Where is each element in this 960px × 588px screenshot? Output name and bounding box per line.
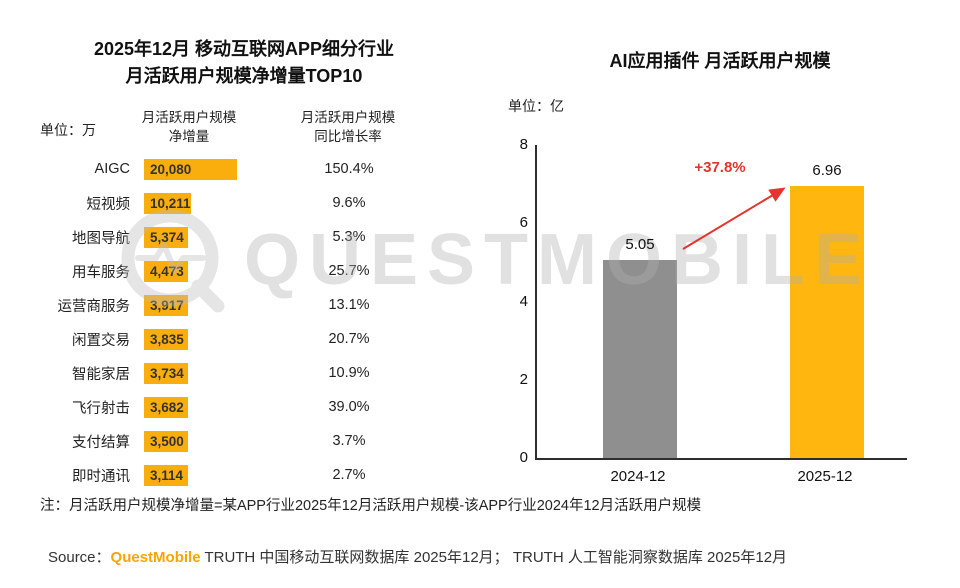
column-header-net-increase-line2: 净增量 [168, 129, 210, 144]
source-line: Source：QuestMobile TRUTH 中国移动互联网数据库 2025… [48, 546, 787, 567]
chart-row: 短视频 10,211 9.6% [24, 186, 424, 220]
category-label: 用车服务 [72, 264, 130, 281]
left-chart-title-line2: 月活跃用户规模净增量TOP10 [125, 66, 363, 86]
bar-area: 3,114 [144, 464, 284, 486]
right-unit-label: 单位：亿 [508, 98, 564, 114]
left-chart-panel: 2025年12月 移动互联网APP细分行业 月活跃用户规模净增量TOP10 单位… [24, 36, 464, 496]
bar-area: 3,835 [144, 328, 284, 350]
bar-value-label: 3,734 [150, 365, 184, 381]
y-axis-tick-label: 6 [519, 214, 528, 231]
category-label: 运营商服务 [57, 298, 131, 315]
x-axis-labels: 2024-12 2025-12 [535, 468, 905, 488]
bar-area: 10,211 [144, 192, 284, 214]
column-bar [790, 186, 864, 458]
chart-row: 即时通讯 3,114 2.7% [24, 458, 424, 492]
right-chart-title: AI应用插件 月活跃用户规模 [609, 51, 831, 71]
bar-value-label: 10,211 [150, 195, 191, 211]
chart-row: 智能家居 3,734 10.9% [24, 356, 424, 390]
y-axis-tick-label: 2 [519, 371, 528, 388]
value-bar: 3,835 [144, 328, 188, 350]
bar-area: 3,500 [144, 430, 284, 452]
footnote: 注：月活跃用户规模净增量=某APP行业2025年12月活跃用户规模-该APP行业… [40, 498, 702, 514]
bar-value-label: 5,374 [150, 229, 184, 245]
bar-value-label: 3,835 [150, 331, 184, 347]
growth-arrow [682, 187, 786, 250]
category-label: 地图导航 [72, 230, 130, 247]
y-axis-tick-label: 8 [519, 136, 528, 153]
value-bar: 20,080 [144, 158, 237, 180]
column-header-net-increase-line1: 月活跃用户规模 [141, 110, 237, 125]
growth-rate-value: 25.7% [328, 263, 370, 279]
y-axis-ticks: 0 2 4 6 8 [496, 136, 528, 466]
bar-chart-rows: AIGC 20,080 150.4% 短视频 10,211 9.6% 地图导航 5,374 5.… [24, 152, 424, 492]
chart-row: 用车服务 4,473 25.7% [24, 254, 424, 288]
bar-area: 3,917 [144, 294, 284, 316]
right-chart-panel: AI应用插件 月活跃用户规模 单位：亿 0 2 4 6 8 +37.8% 5.05 6.9… [490, 40, 950, 510]
growth-rate-value: 9.6% [332, 195, 366, 211]
growth-rate-annotation: +37.8% [694, 159, 746, 176]
column-value-label: 5.05 [625, 236, 655, 253]
growth-rate-value: 2.7% [332, 467, 366, 483]
y-axis-tick-label: 4 [519, 293, 528, 310]
bar-area: 20,080 [144, 158, 284, 180]
bar-value-label: 20,080 [150, 161, 192, 177]
growth-rate-value: 10.9% [328, 365, 370, 381]
category-label: 支付结算 [72, 434, 130, 451]
value-bar: 3,917 [144, 294, 188, 316]
category-label: 智能家居 [72, 366, 130, 383]
column-value-label: 6.96 [812, 162, 842, 179]
source-rest: TRUTH 中国移动互联网数据库 2025年12月； TRUTH 人工智能洞察数… [200, 549, 788, 566]
category-label: AIGC [94, 161, 130, 177]
value-bar: 3,734 [144, 362, 188, 384]
value-bar: 3,682 [144, 396, 188, 418]
category-label: 飞行射击 [72, 400, 130, 417]
value-bar: 3,114 [144, 464, 188, 486]
column-header-net-increase: 月活跃用户规模 净增量 [119, 108, 259, 146]
bar-area: 4,473 [144, 260, 284, 282]
left-unit-label: 单位：万 [40, 122, 96, 138]
growth-rate-value: 20.7% [328, 331, 370, 347]
left-chart-title: 2025年12月 移动互联网APP细分行业 月活跃用户规模净增量TOP10 [24, 36, 464, 90]
y-axis-tick-label: 0 [519, 449, 528, 466]
category-label: 闲置交易 [72, 332, 130, 349]
bar-value-label: 3,500 [150, 433, 184, 449]
bar-value-label: 4,473 [150, 263, 184, 279]
source-prefix: Source： [48, 549, 111, 566]
growth-rate-value: 13.1% [328, 297, 370, 313]
source-brand: QuestMobile [110, 549, 201, 566]
chart-row: 闲置交易 3,835 20.7% [24, 322, 424, 356]
chart-row: 飞行射击 3,682 39.0% [24, 390, 424, 424]
growth-rate-value: 3.7% [332, 433, 366, 449]
bar-area: 3,734 [144, 362, 284, 384]
category-label: 短视频 [86, 196, 131, 213]
value-bar: 5,374 [144, 226, 188, 248]
column-header-growth-rate-line1: 月活跃用户规模 [300, 110, 396, 125]
chart-row: 运营商服务 3,917 13.1% [24, 288, 424, 322]
chart-row: 地图导航 5,374 5.3% [24, 220, 424, 254]
bar-value-label: 3,682 [150, 399, 184, 415]
left-chart-title-line1: 2025年12月 移动互联网APP细分行业 [93, 39, 395, 59]
chart-row: 支付结算 3,500 3.7% [24, 424, 424, 458]
column-header-growth-rate: 月活跃用户规模 同比增长率 [280, 108, 416, 146]
value-bar: 4,473 [144, 260, 188, 282]
bar-area: 3,682 [144, 396, 284, 418]
value-bar: 10,211 [144, 192, 191, 214]
column-bar [603, 260, 677, 458]
growth-rate-value: 150.4% [324, 161, 374, 177]
growth-rate-value: 5.3% [332, 229, 366, 245]
x-axis-label: 2025-12 [797, 468, 853, 485]
bar-area: 5,374 [144, 226, 284, 248]
right-plot-area: +37.8% 5.05 6.96 [535, 145, 907, 460]
chart-row: AIGC 20,080 150.4% [24, 152, 424, 186]
bar-value-label: 3,917 [150, 297, 184, 313]
bar-value-label: 3,114 [150, 467, 184, 483]
growth-rate-value: 39.0% [328, 399, 370, 415]
value-bar: 3,500 [144, 430, 188, 452]
column-header-growth-rate-line2: 同比增长率 [314, 129, 382, 144]
x-axis-label: 2024-12 [610, 468, 666, 485]
category-label: 即时通讯 [72, 468, 130, 485]
